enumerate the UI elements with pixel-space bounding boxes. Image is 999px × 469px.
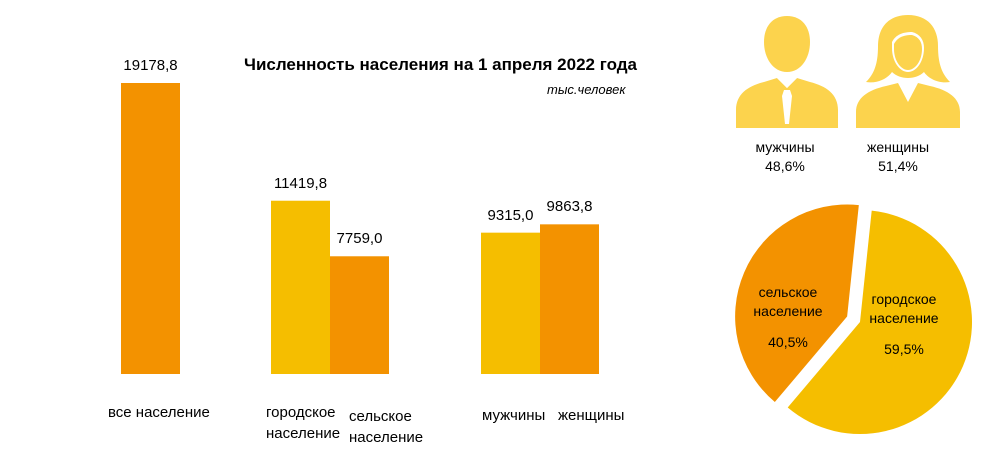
men-share: мужчины 48,6% (755, 138, 814, 176)
category-line: все население (108, 404, 210, 421)
bar-chart (121, 83, 599, 374)
bar-value-label-4: 9863,8 (546, 198, 593, 216)
category-label-rural: сельское население (349, 406, 423, 448)
pie-value-urban: 59,5% (884, 341, 924, 357)
category-line: городское (266, 404, 336, 421)
pie-slice-1 (787, 210, 972, 434)
women-share-value: 51,4% (878, 158, 918, 174)
bar-value-label-1: 11419,8 (273, 174, 328, 192)
bar-2 (330, 256, 389, 374)
category-line: население (266, 425, 341, 442)
pie-label-line: сельское (758, 284, 818, 300)
bar-value-label-0: 19178,8 (123, 57, 178, 74)
chart-unit: тыс.человек (547, 82, 626, 97)
bar-3 (481, 232, 540, 374)
category-line: население (349, 429, 424, 446)
pie-label-rural: сельское население 40,5% (753, 283, 822, 352)
man-silhouette-icon (736, 16, 838, 128)
category-line: сельское (349, 408, 412, 425)
bar-value-label-3: 9315,0 (487, 206, 534, 224)
pie-label-line: население (869, 310, 939, 326)
bar-4 (540, 224, 599, 374)
pie-label-urban: городское население 59,5% (869, 290, 938, 359)
bar-value-label-2: 7759,0 (336, 230, 383, 248)
category-line: женщины (558, 407, 625, 424)
bar-0 (121, 83, 180, 374)
pie-chart (735, 204, 972, 434)
category-label-all: все население (108, 402, 210, 423)
pie-value-rural: 40,5% (768, 334, 808, 350)
pie-slice-0 (735, 204, 859, 403)
category-line: мужчины (482, 407, 546, 424)
woman-silhouette-icon (856, 15, 960, 128)
category-label-men: мужчины (482, 405, 545, 426)
women-share: женщины 51,4% (867, 138, 929, 176)
pie-label-line: городское (871, 291, 937, 307)
chart-title: Численность населения на 1 апреля 2022 г… (244, 55, 637, 74)
men-share-label: мужчины (755, 139, 815, 155)
men-share-value: 48,6% (765, 158, 805, 174)
women-share-label: женщины (866, 139, 930, 155)
category-label-women: женщины (558, 405, 624, 426)
bar-1 (271, 200, 330, 374)
category-label-urban: городское население (266, 402, 340, 444)
pie-label-line: население (753, 303, 823, 319)
